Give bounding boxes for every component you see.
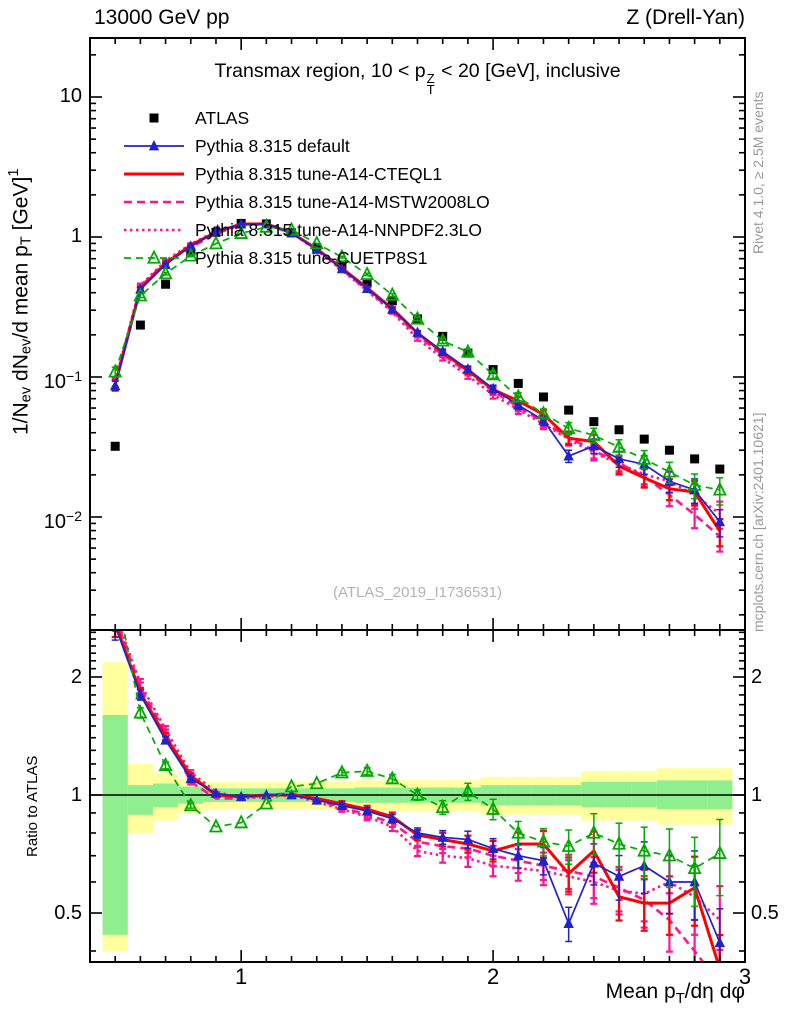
mstw-line-icon — [124, 200, 184, 204]
pythia-default-line-icon — [124, 140, 184, 151]
analysis-id-watermark: (ATLAS_2019_I1736531) — [332, 584, 502, 601]
process-label: Z (Drell-Yan) — [626, 6, 745, 29]
pt-superscript: Z — [426, 70, 435, 86]
legend-item-pythia-default: Pythia 8.315 default — [122, 132, 490, 160]
plot-title-text: Transmax region, 10 < p — [214, 60, 426, 82]
rivet-version-note: Rivet 4.1.0, ≥ 2.5M events — [750, 91, 766, 254]
y-main-tick-label: 10−2 — [43, 508, 82, 533]
series-cteql1-main — [111, 222, 724, 548]
ratio-band-green — [102, 714, 733, 935]
x-label-sub: T — [675, 991, 685, 1008]
series-cuetp8s1-ratio — [123, 631, 727, 908]
series-cuetp8s1-main — [108, 218, 727, 506]
y-main-tick-label: 10−1 — [43, 368, 82, 393]
beam-energy-label: 13000 GeV pp — [94, 6, 230, 29]
plot-title-text-2: < 20 [GeV], inclusive — [435, 60, 621, 82]
x-tick-label: 1 — [235, 964, 248, 989]
y-main-tick-label: 10 — [59, 85, 82, 107]
y-ratio-tick-label-right: 1 — [751, 784, 763, 806]
cuetp8s1-line-icon — [124, 249, 184, 264]
legend-label: Pythia 8.315 tune-A14-NNPDF2.3LO — [195, 219, 482, 240]
legend-item-mstw: Pythia 8.315 tune-A14-MSTW2008LO — [122, 188, 490, 216]
mcplots-arxiv-note: mcplots.cern.ch [arXiv:2401.10621] — [750, 412, 766, 632]
pt-subscript: T — [426, 81, 435, 97]
legend-label: Pythia 8.315 tune-A14-MSTW2008LO — [195, 191, 490, 212]
y-ratio-tick-label-right: 0.5 — [751, 902, 779, 924]
y-label-part: 1/N — [9, 402, 33, 435]
legend-label: ATLAS — [195, 107, 250, 128]
y-label-part: /d mean p — [9, 245, 33, 339]
legend-item-cteql1: Pythia 8.315 tune-A14-CTEQL1 — [122, 160, 490, 188]
axis-ticks — [90, 38, 745, 962]
atlas-marker-icon — [149, 113, 159, 123]
legend-item-cuetp8s1: Pythia 8.315 tune-CUETP8S1 — [122, 244, 490, 272]
y-ratio-tick-label-left: 0.5 — [54, 902, 82, 924]
y-ratio-tick-label-left: 1 — [70, 784, 82, 806]
series-mstw-main — [111, 222, 724, 553]
y-ratio-tick-label-left: 2 — [70, 665, 82, 688]
legend-item-nnpdf: Pythia 8.315 tune-A14-NNPDF2.3LO — [122, 216, 490, 244]
y-ratio-tick-label-right: 2 — [751, 665, 763, 688]
x-tick-label: 2 — [486, 964, 500, 989]
y-label-sup: 1 — [6, 168, 22, 177]
x-tick-label: 3 — [738, 964, 752, 989]
y-main-tick-label: 1 — [70, 225, 82, 247]
cteql1-line-icon — [124, 172, 184, 176]
x-label-part: Mean p — [605, 980, 676, 1003]
y-label-sub: ev — [18, 338, 35, 355]
legend-item-atlas: ATLAS — [122, 104, 490, 132]
legend: ATLAS Pythia 8.315 default Pythia 8.315 … — [122, 104, 490, 272]
legend-label: Pythia 8.315 tune-CUETP8S1 — [195, 247, 428, 268]
series-default-ratio — [111, 631, 726, 961]
x-label-part: /dη dφ — [684, 980, 745, 1003]
legend-label: Pythia 8.315 default — [195, 135, 350, 156]
nnpdf-line-icon — [124, 228, 184, 232]
legend-label: Pythia 8.315 tune-A14-CTEQL1 — [195, 163, 443, 184]
x-axis-title: Mean pT/dη dφ — [606, 980, 745, 1007]
